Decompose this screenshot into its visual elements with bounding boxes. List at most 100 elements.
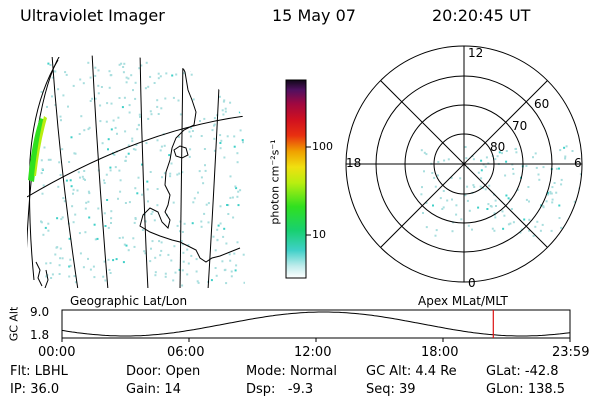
- polar-scatter-pixel: [494, 216, 497, 219]
- geo-scatter-pixel: [187, 262, 190, 265]
- polar-scatter-pixel: [493, 229, 496, 232]
- polar-scatter-pixel: [441, 208, 444, 210]
- geo-scatter-pixel: [118, 237, 121, 239]
- geo-scatter-pixel: [41, 192, 44, 195]
- geo-scatter-pixel: [40, 220, 42, 223]
- geo-scatter-pixel: [59, 247, 62, 250]
- geo-scatter-pixel: [72, 221, 75, 224]
- polar-scatter-pixel: [538, 178, 541, 181]
- geo-scatter-pixel: [242, 141, 244, 144]
- geo-scatter-pixel: [82, 82, 85, 85]
- geo-scatter-pixel: [177, 136, 180, 138]
- geo-scatter-pixel: [105, 120, 108, 123]
- polar-scatter-pixel: [516, 188, 519, 191]
- geo-scatter-pixel: [144, 87, 147, 90]
- geo-scatter-pixel: [67, 105, 69, 108]
- polar-scatter-pixel: [551, 201, 554, 204]
- apex-panel-label: Apex MLat/MLT: [418, 294, 508, 308]
- geo-scatter-pixel: [131, 137, 134, 140]
- polar-scatter-pixel: [473, 186, 476, 188]
- geo-scatter-pixel: [47, 158, 50, 161]
- geo-scatter-pixel: [81, 175, 84, 178]
- alt-xtick-3: 18:00: [421, 345, 459, 360]
- geo-scatter-pixel: [241, 139, 244, 142]
- geo-scatter-pixel: [42, 184, 45, 187]
- polar-scatter-pixel: [420, 193, 423, 196]
- polar-scatter-pixel: [432, 204, 434, 207]
- alt-xtick-2: 12:00: [294, 345, 332, 360]
- geo-scatter-pixel: [198, 170, 201, 173]
- geo-scatter-pixel: [223, 227, 226, 230]
- geo-scatter-pixel: [141, 163, 143, 166]
- info-mode: Mode: Normal: [246, 364, 337, 379]
- geo-scatter-pixel: [63, 200, 66, 203]
- polar-scatter-pixel: [505, 150, 508, 152]
- polar-diagonal-2: [380, 80, 548, 248]
- polar-scatter-pixel: [484, 188, 487, 191]
- geo-scatter-pixel: [230, 275, 233, 278]
- polar-scatter-pixel: [472, 158, 475, 161]
- polar-scatter-pixel: [550, 229, 553, 232]
- geo-scatter-pixel: [228, 253, 231, 256]
- polar-scatter-pixel: [510, 208, 513, 210]
- geo-scatter-pixel: [108, 268, 111, 271]
- geo-scatter-pixel: [226, 79, 229, 82]
- geo-scatter-pixel: [223, 99, 226, 102]
- polar-scatter-pixel: [447, 158, 450, 161]
- alt-xtick-1: 06:00: [167, 345, 205, 360]
- geo-scatter-pixel: [235, 77, 238, 80]
- geo-scatter-pixel: [156, 204, 159, 207]
- geo-scatter-pixel: [203, 148, 206, 150]
- polar-scatter-pixel: [535, 166, 538, 169]
- geo-scatter-pixel: [114, 166, 117, 169]
- geo-scatter-pixel: [164, 272, 167, 275]
- mlt-label-0: 0: [468, 276, 476, 290]
- colorbar: [285, 79, 311, 279]
- geo-scatter-pixel: [134, 187, 137, 190]
- geo-scatter-pixel: [203, 212, 206, 215]
- geo-scatter-pixel: [112, 119, 115, 122]
- polar-scatter-pixel: [525, 165, 528, 167]
- geo-scatter-pixel: [218, 95, 221, 98]
- geo-scatter-pixel: [134, 97, 137, 100]
- geo-scatter-pixel: [97, 92, 100, 95]
- geo-scatter-pixel: [145, 142, 148, 145]
- geo-scatter-pixel: [117, 197, 119, 200]
- geo-scatter-pixel: [93, 223, 96, 226]
- colorbar-label-100: 100: [312, 140, 333, 153]
- geo-scatter-pixel: [146, 180, 149, 183]
- geo-scatter-pixel: [153, 82, 156, 84]
- geo-scatter-pixel: [114, 126, 117, 129]
- geo-scatter-pixel: [109, 272, 112, 274]
- geo-scatter-pixel: [188, 155, 191, 158]
- latitude-curve: [27, 115, 245, 198]
- geo-scatter-pixel: [190, 127, 193, 129]
- geo-scatter-pixel: [182, 72, 185, 75]
- polar-scatter-pixel: [564, 230, 567, 233]
- geo-scatter-pixel: [49, 64, 52, 66]
- polar-scatter-pixel: [464, 146, 467, 148]
- geo-scatter-pixel: [93, 276, 96, 279]
- geo-scatter-pixel: [133, 245, 136, 248]
- geo-scatter-pixel: [132, 148, 135, 151]
- geo-scatter-pixel: [192, 201, 195, 204]
- geo-scatter-pixel: [88, 216, 91, 219]
- polar-scatter-pixel: [455, 204, 458, 207]
- polar-scatter-pixel: [558, 167, 560, 170]
- geo-scatter-pixel: [79, 252, 82, 255]
- geo-scatter-pixel: [141, 229, 144, 231]
- geo-scatter-pixel: [125, 244, 128, 247]
- geo-scatter-pixel: [87, 200, 90, 203]
- polar-scatter-pixel: [542, 166, 545, 169]
- polar-scatter-pixel: [421, 186, 423, 189]
- geo-scatter-pixel: [199, 120, 201, 122]
- geo-scatter-pixel: [47, 222, 50, 225]
- geo-scatter-pixel: [133, 221, 136, 224]
- geo-scatter-pixel: [125, 76, 128, 79]
- polar-scatter-pixel: [491, 227, 494, 230]
- polar-scatter-pixel: [446, 199, 449, 202]
- geo-scatter-pixel: [122, 261, 125, 264]
- geo-scatter-pixel: [77, 171, 80, 174]
- geo-scatter-pixel: [128, 104, 131, 107]
- polar-scatter-pixel: [549, 192, 552, 195]
